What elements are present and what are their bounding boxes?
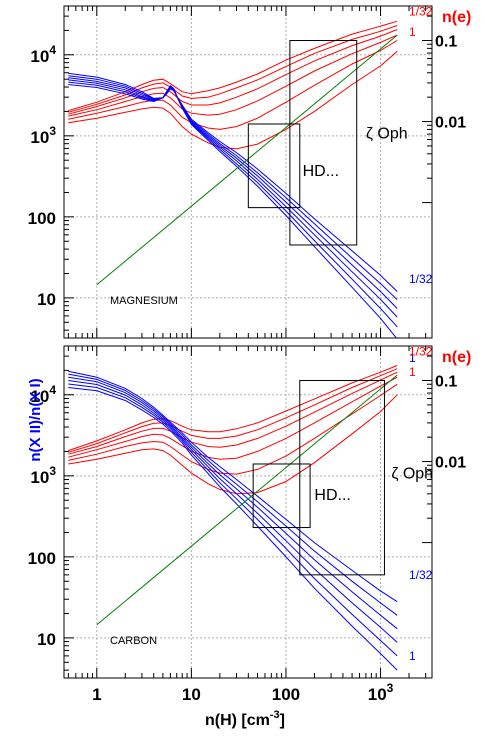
x-tick-label: 100 [272,685,300,704]
curve-label: 1/32 [409,345,433,359]
series-line-green [96,374,398,626]
observation-box [289,40,358,246]
box-label: HD... [314,487,350,504]
series-line-blue [68,84,397,338]
series-line-blue [68,81,398,328]
observation-box [252,463,311,529]
series-line-red [68,365,398,452]
series-line-red [68,371,398,455]
right-axis-title: n(e) [442,349,471,366]
series-line-blue [68,387,398,671]
observation-box [299,380,385,576]
observation-box [247,123,301,209]
series-line-red [68,40,398,130]
series-line-blue [68,72,398,292]
panel-annotation: CARBON [110,635,157,647]
right-tick-label: 0.1 [435,374,457,391]
series-line-blue [68,370,398,603]
y-tick-label: 104 [30,43,56,66]
curve-label: 1 [409,365,416,379]
series-line-red [68,20,398,112]
series-line-red [68,368,398,453]
right-tick-label: 0.1 [435,34,457,51]
y-tick-label: 103 [30,464,56,487]
series-line-red [68,383,398,475]
curve-label: 1/32 [409,568,433,582]
x-axis-label-text: n(H) [cm [205,712,270,729]
y-tick-label: 103 [30,124,56,147]
x-tick-label: 1 [92,685,101,704]
curve-label: 1/32 [409,272,433,286]
curve-label: 1 [409,649,416,663]
series-line-blue [68,383,398,657]
series-line-blue [68,373,398,616]
series-line-blue [68,376,398,630]
series-line-blue [68,75,398,301]
series-line-blue [68,77,398,309]
y-tick-label: 10 [37,290,56,309]
right-axis-title: n(e) [442,9,471,26]
panel-annotation: MAGNESIUM [110,295,178,307]
y-tick-label: 104 [30,383,56,406]
curve-label: 1/32 [409,5,433,19]
curve-label: 1 [409,25,416,39]
x-tick-label: 103 [368,681,394,704]
minor-ticks [64,345,432,678]
series-line-red [68,25,398,113]
x-tick-label: 10 [182,685,201,704]
series-line-red [68,51,398,150]
y-tick-label: 100 [28,549,56,568]
box-label: ζ Oph [391,465,433,482]
series-line-red [68,376,398,460]
x-axis-label-close: ] [280,712,285,729]
minor-ticks [64,5,432,338]
series-line-red [68,29,398,115]
y-tick-label: 100 [28,209,56,228]
series-line-red [68,34,398,117]
x-axis-label: n(H) [cm-3] [205,709,285,729]
box-label: HD... [303,163,339,180]
plot-frame [63,5,433,339]
right-tick-label: 0.01 [435,115,466,132]
series-line-blue [68,79,398,318]
right-tick-label: 0.01 [435,455,466,472]
y-axis-label: n(X II)/n(X I) [27,378,44,461]
plot-frame [63,345,433,679]
curve-label: 1 [409,351,416,365]
series-line-red [68,394,398,495]
series-line-green [96,34,398,286]
x-axis-label-exponent: -3 [270,709,280,721]
box-label: ζ Oph [366,125,408,142]
y-tick-label: 10 [37,630,56,649]
